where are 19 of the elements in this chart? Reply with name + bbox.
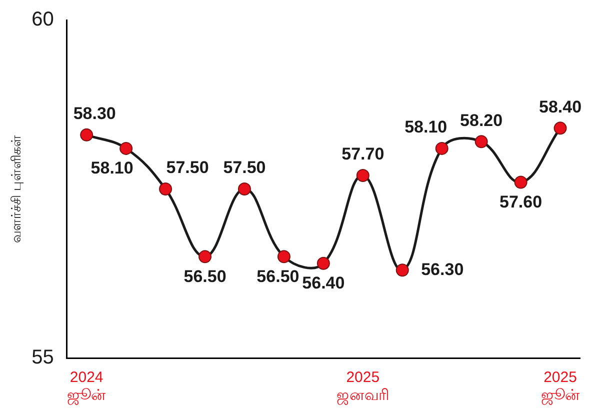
data-label: 58.10	[90, 158, 134, 178]
y-axis-title: வளர்ச்சி புள்ளிகள்	[8, 135, 24, 243]
data-label: 57.60	[500, 192, 542, 212]
data-label: 57.50	[166, 158, 209, 178]
data-label: 57.70	[342, 144, 384, 164]
y-tick-label: 55	[32, 346, 54, 369]
data-label: 56.40	[302, 274, 345, 293]
data-label: 58.40	[538, 97, 582, 116]
y-tick-label: 60	[32, 8, 54, 31]
data-label: 58.10	[404, 118, 448, 137]
data-label: 57.50	[223, 158, 266, 178]
data-label: 56.30	[421, 260, 464, 279]
data-label: 56.50	[256, 266, 300, 286]
data-label: 56.50	[184, 266, 226, 286]
data-label: 58.20	[460, 110, 503, 130]
data-label: 58.30	[73, 104, 116, 124]
x-tick-label: 2025 ஜூன்	[540, 369, 580, 406]
x-tick-label: 2025 ஜனவரி	[336, 369, 390, 406]
x-tick-label: 2024 ஜூன்	[67, 369, 106, 406]
